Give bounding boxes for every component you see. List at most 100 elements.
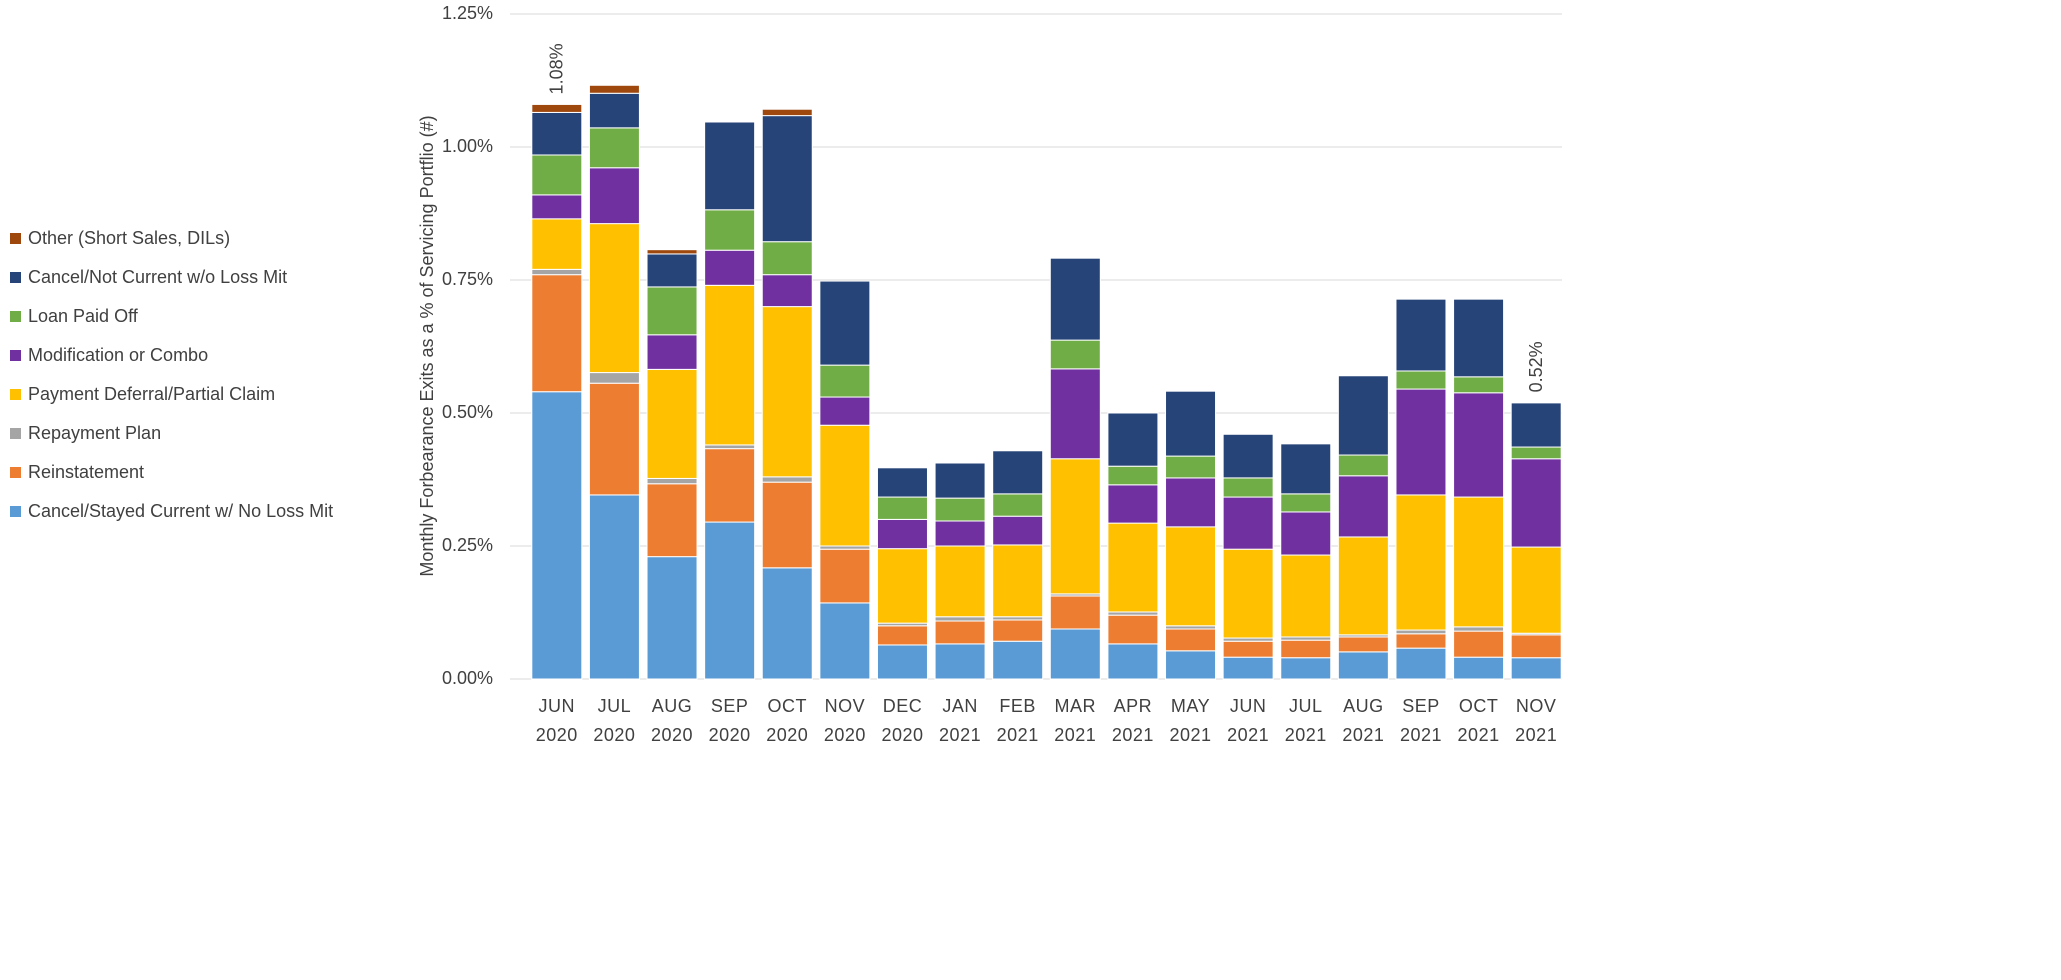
legend-swatch: [10, 506, 21, 517]
bar-segment: [761, 306, 813, 478]
bar-segment: [1165, 455, 1217, 479]
bar-segment: [1280, 493, 1332, 513]
bar-segment: [646, 253, 698, 288]
bar-segment: [992, 515, 1044, 546]
y-tick-label: 0.25%: [442, 535, 493, 555]
bar-segment: [588, 223, 640, 374]
bar-segment: [876, 625, 928, 646]
bar-segment: [1337, 636, 1389, 653]
x-tick-label: SEP 2021: [1399, 696, 1442, 745]
bar-segment: [1107, 412, 1159, 467]
bar-segment: [1107, 643, 1159, 680]
bar-segment: [992, 493, 1044, 517]
bar-segment: [1510, 657, 1562, 680]
x-tick-label: DEC 2020: [881, 696, 924, 745]
bar-segment: [1049, 628, 1101, 680]
bar-segment: [646, 334, 698, 370]
bar-segment: [876, 467, 928, 498]
legend-label: Cancel/Not Current w/o Loss Mit: [28, 267, 287, 287]
legend-label: Other (Short Sales, DILs): [28, 228, 230, 248]
bar-segment: [588, 167, 640, 225]
bar-segment: [1337, 651, 1389, 680]
bar-segment: [531, 154, 583, 196]
bar-segment: [1107, 484, 1159, 524]
bar-segment: [1280, 443, 1332, 495]
bar-segment: [1222, 640, 1274, 658]
bar-segment: [1395, 629, 1447, 635]
bar-segment: [1453, 626, 1505, 632]
x-tick-label: MAR 2021: [1054, 696, 1097, 745]
bar-segment: [646, 368, 698, 479]
y-tick-label: 0.50%: [442, 402, 493, 422]
bar-segment: [531, 103, 583, 113]
bar-segment: [1049, 339, 1101, 370]
bar-segment: [934, 620, 986, 645]
bar-segment: [646, 286, 698, 336]
legend-label: Reinstatement: [28, 462, 144, 482]
bar-segment: [1453, 656, 1505, 680]
y-axis-title: Monthly Forbearance Exits as a % of Serv…: [417, 115, 437, 576]
bar-segment: [1453, 376, 1505, 394]
bar-segment: [1337, 475, 1389, 538]
bar-segment: [588, 372, 640, 384]
bar-segment: [1510, 446, 1562, 460]
legend-label: Cancel/Stayed Current w/ No Loss Mit: [28, 501, 333, 521]
bar-segment: [1280, 639, 1332, 659]
bar-segment: [1280, 554, 1332, 638]
bar-segment: [992, 450, 1044, 495]
legend-swatch: [10, 389, 21, 400]
bar-segment: [531, 194, 583, 220]
x-tick-label: FEB 2021: [996, 696, 1039, 745]
bar-segment: [1049, 595, 1101, 630]
bar-segment: [876, 518, 928, 550]
legend-swatch: [10, 311, 21, 322]
x-tick-label: APR 2021: [1111, 696, 1154, 745]
bar-segment: [531, 268, 583, 276]
bar-segment: [761, 274, 813, 308]
x-tick-label: JUL 2021: [1284, 696, 1327, 745]
bar-segment: [1395, 298, 1447, 372]
bar-segment: [934, 616, 986, 622]
x-tick-label: OCT 2021: [1457, 696, 1500, 745]
bar-segment: [1222, 496, 1274, 550]
bar-segment: [531, 391, 583, 680]
bar-segment: [1510, 634, 1562, 659]
legend-label: Repayment Plan: [28, 423, 161, 443]
x-tick-label: JAN 2021: [939, 696, 982, 745]
bar-segment: [934, 462, 986, 499]
bar-segment: [1049, 257, 1101, 341]
bar-segment: [819, 424, 871, 547]
y-tick-label: 1.00%: [442, 136, 493, 156]
bar-segment: [1453, 298, 1505, 378]
legend-swatch: [10, 233, 21, 244]
legend-label: Payment Deferral/Partial Claim: [28, 384, 275, 404]
bar-segment: [1395, 647, 1447, 680]
bar-segment: [1453, 392, 1505, 498]
y-tick-label: 1.25%: [442, 3, 493, 23]
bar-segment: [531, 218, 583, 270]
bar-segment: [1337, 454, 1389, 477]
bar-segment: [934, 520, 986, 547]
bar-segment: [761, 481, 813, 569]
bar-segment: [1510, 546, 1562, 634]
total-label: 0.52%: [1526, 341, 1546, 392]
bar-segment: [934, 545, 986, 618]
bar-segment: [1107, 522, 1159, 613]
bar-segment: [1165, 628, 1217, 652]
bar-segment: [646, 477, 698, 485]
bar-segment: [761, 476, 813, 483]
bar-segment: [1222, 656, 1274, 680]
bar-segment: [1165, 650, 1217, 680]
bar-segment: [1107, 614, 1159, 645]
bar-segment: [934, 497, 986, 522]
x-tick-label: JUL 2020: [593, 696, 636, 745]
x-tick-label: NOV 2021: [1515, 696, 1558, 745]
x-tick-label: NOV 2020: [823, 696, 866, 745]
legend-swatch: [10, 467, 21, 478]
legend-label: Modification or Combo: [28, 345, 208, 365]
bar-segment: [761, 567, 813, 680]
bar-segment: [761, 108, 813, 117]
x-tick-label: AUG 2021: [1342, 696, 1385, 745]
bar-segment: [992, 544, 1044, 618]
